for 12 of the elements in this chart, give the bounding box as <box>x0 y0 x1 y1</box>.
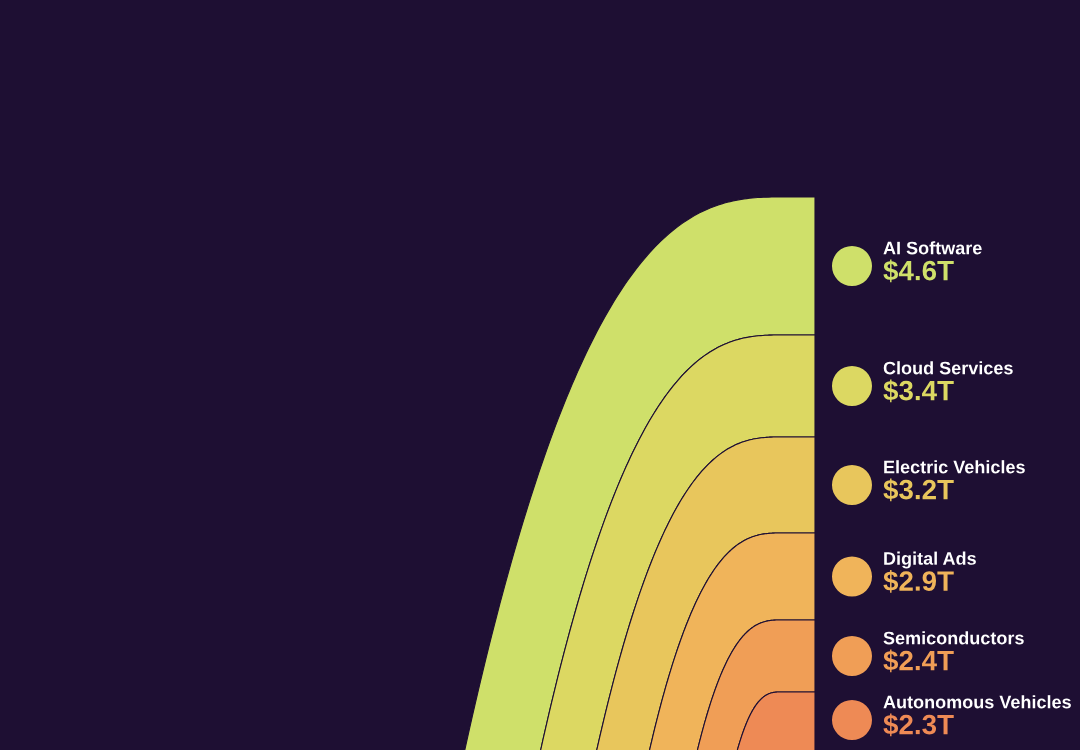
category-label: Autonomous Vehicles <box>883 695 1071 709</box>
category-label: Cloud Services <box>883 361 1013 375</box>
category-label: Digital Ads <box>884 551 976 569</box>
data-label: $3.2T <box>883 478 954 502</box>
data-label: $3.4T <box>883 379 954 403</box>
category-label: Semiconductors <box>883 631 1024 645</box>
data-label: $2.4T <box>883 649 954 673</box>
data-label: $4.6T <box>883 259 954 283</box>
data-label: $2.3T <box>883 713 954 737</box>
data-label: $2.9T <box>883 570 954 593</box>
category-label: Electric Vehicles <box>884 460 1025 474</box>
category-label: AI Software <box>883 241 982 255</box>
